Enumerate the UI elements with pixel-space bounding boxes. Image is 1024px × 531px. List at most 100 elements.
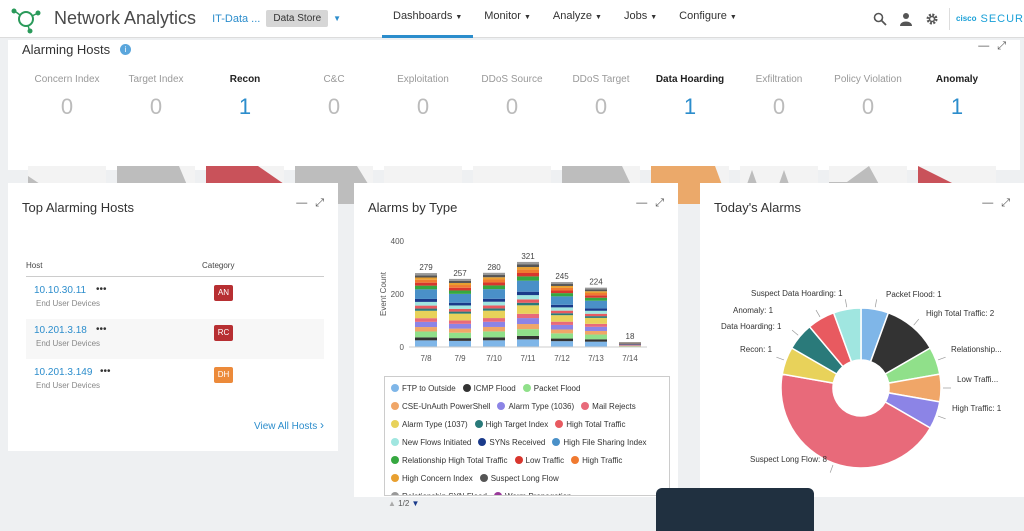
alarm-category-count[interactable]: 0 [772,94,786,119]
pie-label: High Traffic: 1 [952,404,1002,413]
bar-segment [551,338,573,342]
minimize-icon[interactable]: — [636,197,648,209]
network-analytics-logo-icon[interactable] [8,4,44,34]
legend-item[interactable]: CSE-UnAuth PowerShell [391,401,490,411]
legend-item[interactable]: Low Traffic [514,455,564,465]
column-header-host[interactable]: Host [26,261,43,270]
host-ip-link[interactable]: 10.10.30.11 [34,285,87,296]
alarm-category-count[interactable]: 0 [861,94,875,119]
legend-label: High Total Traffic [566,419,626,429]
bar-segment [449,332,471,339]
menu-dashboards[interactable]: Dashboards ▼ [382,0,474,38]
x-tick-label: 7/11 [521,354,537,363]
pie-leader-line [845,299,848,308]
more-options-icon[interactable]: ••• [96,324,107,335]
info-icon[interactable]: i [120,44,131,55]
page-up-icon[interactable]: ▲ [388,499,396,508]
alarm-category-8[interactable]: Exfiltration 0 [740,74,818,122]
bar-segment [449,305,471,309]
category-badge[interactable]: AN [214,285,233,301]
legend-item[interactable]: Mail Rejects [581,401,636,411]
bar-segment [619,343,641,345]
page-down-icon[interactable]: ▼ [411,499,420,508]
more-options-icon[interactable]: ••• [100,366,111,377]
alarm-category-count[interactable]: 1 [238,94,252,119]
alarm-category-10[interactable]: Anomaly 1 [918,74,996,122]
domain-chevron-down-icon[interactable]: ▼ [333,14,342,23]
legend-item[interactable]: High Traffic [571,455,622,465]
legend-item[interactable]: Suspect Long Flow [479,473,559,483]
expand-icon[interactable]: ⤢ [655,197,664,209]
alarm-category-5[interactable]: DDoS Source 0 [473,74,551,122]
legend-item[interactable]: Relationship High Total Traffic [391,455,508,465]
alarm-category-count[interactable]: 1 [683,94,697,119]
alarm-category-count[interactable]: 0 [416,94,430,119]
menu-analyze[interactable]: Analyze ▼ [542,0,613,38]
bar-segment [415,285,437,290]
bar-segment [619,345,641,347]
legend-item[interactable]: Packet Flood [522,383,580,393]
alarm-category-count[interactable]: 0 [594,94,608,119]
pie-leader-line [937,356,946,361]
view-all-hosts-link[interactable]: View All Hosts › [254,418,324,432]
legend-item[interactable]: High File Sharing Index [552,437,647,447]
legend-item[interactable]: High Total Traffic [555,419,626,429]
minimize-icon[interactable]: — [978,40,990,52]
more-options-icon[interactable]: ••• [96,284,107,295]
legend-pager: ▲ 1/2 ▼ [388,499,419,508]
category-badge[interactable]: RC [214,325,233,341]
domain-selector[interactable]: IT-Data ... [212,12,261,25]
menu-label: Analyze [552,10,593,22]
legend-item[interactable]: Worm Propagation [493,491,572,495]
alarm-category-6[interactable]: DDoS Target 0 [562,74,640,122]
bar-segment [551,296,573,305]
column-header-category[interactable]: Category [202,261,235,270]
legend-item[interactable]: Relationship SYN Flood [391,491,487,495]
datastore-badge[interactable]: Data Store [266,10,329,27]
menu-monitor[interactable]: Monitor ▼ [473,0,542,38]
legend-item[interactable]: High Target Index [474,419,548,429]
expand-icon[interactable]: ⤢ [315,197,324,209]
alarm-category-2[interactable]: Recon 1 [206,74,284,122]
bar-segment [517,318,539,325]
bar-segment [585,317,607,324]
table-row[interactable]: 10.10.30.11 ••• End User Devices AN [26,279,324,319]
legend-item[interactable]: New Flows Initiated [391,437,471,447]
table-row[interactable]: 10.201.3.18 ••• End User Devices RC [26,319,324,359]
bar-segment [449,323,471,329]
legend-item[interactable]: ICMP Flood [462,383,516,393]
legend-item[interactable]: Alarm Type (1036) [497,401,574,411]
alarm-category-count[interactable]: 0 [60,94,74,119]
alarm-category-9[interactable]: Policy Violation 0 [829,74,907,122]
alarm-category-count[interactable]: 0 [149,94,163,119]
app-title: Network Analytics [54,8,197,28]
alarm-category-3[interactable]: C&C 0 [295,74,373,122]
bar-segment [483,282,505,286]
alarm-category-4[interactable]: Exploitation 0 [384,74,462,122]
user-icon[interactable] [893,9,919,29]
alarm-category-7[interactable]: Data Hoarding 1 [651,74,729,122]
expand-icon[interactable]: ⤢ [997,40,1006,52]
legend-item[interactable]: SYNs Received [478,437,545,447]
alarm-category-0[interactable]: Concern Index 0 [28,74,106,122]
alarm-category-count[interactable]: 0 [505,94,519,119]
minimize-icon[interactable]: — [296,197,308,209]
host-ip-link[interactable]: 10.201.3.18 [34,325,87,336]
category-badge[interactable]: DH [214,367,233,383]
gear-icon[interactable] [919,9,945,29]
legend-item[interactable]: High Concern Index [391,473,473,483]
menu-jobs[interactable]: Jobs ▼ [613,0,668,38]
host-ip-link[interactable]: 10.201.3.149 [34,367,93,378]
minimize-icon[interactable]: — [982,197,994,209]
alarm-category-1[interactable]: Target Index 0 [117,74,195,122]
legend-item[interactable]: FTP to Outside [391,383,456,393]
legend-item[interactable]: Alarm Type (1037) [391,419,468,429]
expand-icon[interactable]: ⤢ [1001,197,1010,209]
alarm-category-count[interactable]: 0 [327,94,341,119]
legend-swatch [571,456,580,464]
bottom-popup-tab[interactable] [656,488,814,531]
table-row[interactable]: 10.201.3.149 ••• End User Devices DH [26,361,324,401]
search-icon[interactable] [867,9,893,29]
menu-configure[interactable]: Configure ▼ [668,0,748,38]
alarm-category-count[interactable]: 1 [950,94,964,119]
